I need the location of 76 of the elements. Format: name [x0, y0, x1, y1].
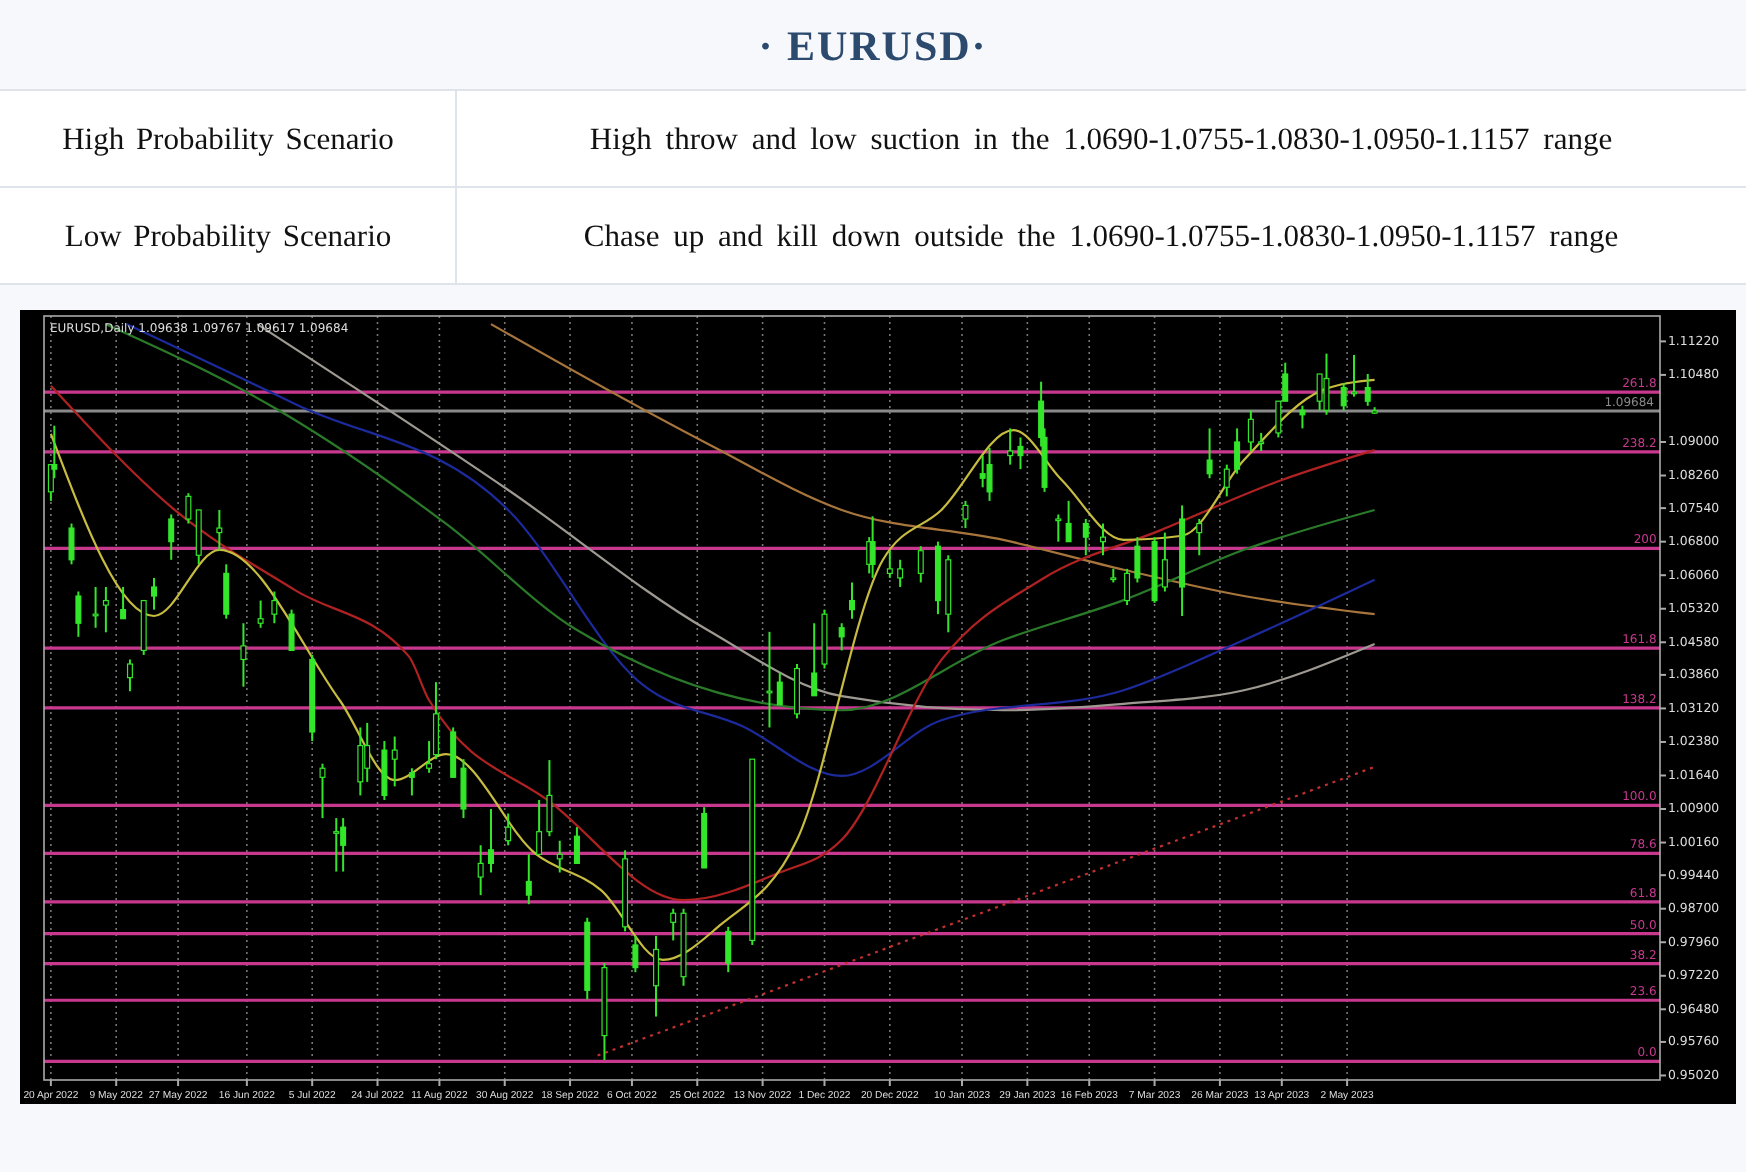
- candlestick: [1100, 522, 1106, 557]
- candlestick: [573, 826, 580, 865]
- candlestick: [460, 758, 467, 820]
- candlestick: [102, 585, 109, 634]
- candlestick: [1007, 427, 1014, 466]
- candlestick: [1134, 536, 1141, 584]
- candlestick: [487, 808, 494, 874]
- candlestick: [886, 549, 893, 579]
- line-series: [489, 323, 1376, 616]
- candlestick: [776, 672, 783, 706]
- candlestick: [120, 585, 127, 620]
- text: High Probability Scenario: [62, 122, 395, 157]
- candlestick: [838, 622, 845, 652]
- candlestick: [1350, 353, 1357, 398]
- candlestick: [185, 492, 192, 525]
- candlestick: [216, 508, 223, 552]
- candlestick: [897, 558, 904, 588]
- candlestick: [1206, 427, 1213, 480]
- candlestick: [1124, 567, 1131, 607]
- candlestick: [68, 522, 75, 566]
- candlestick: [1247, 409, 1254, 453]
- candlestick: [1364, 373, 1371, 407]
- candlestick: [536, 798, 543, 856]
- candlestick: [340, 817, 347, 873]
- candlestick: [793, 663, 800, 720]
- candlestick: [1223, 463, 1230, 498]
- candlestick: [766, 630, 773, 729]
- candlestick: [408, 767, 415, 797]
- candlestick: [962, 499, 969, 530]
- candlestick: [525, 853, 532, 906]
- candlestick: [546, 759, 553, 838]
- candlestick: [1196, 518, 1203, 557]
- candlestick: [979, 454, 986, 489]
- candlestick: [1065, 499, 1072, 543]
- candlestick: [391, 735, 398, 788]
- candlestick: [126, 658, 133, 693]
- candlestick: [1299, 404, 1306, 430]
- candlestick: [168, 513, 175, 561]
- candlestick: [1017, 436, 1024, 471]
- candlestick: [849, 581, 855, 620]
- candlestick: [1340, 382, 1347, 412]
- candlestick: [670, 907, 677, 942]
- candlestick: [75, 590, 82, 638]
- candlestick: [725, 925, 732, 974]
- candlestick: [195, 508, 202, 566]
- candlestick: [223, 563, 230, 620]
- candlestick: [257, 599, 264, 629]
- candlestick: [917, 545, 924, 584]
- candlestick: [151, 576, 158, 611]
- candlestick: [1161, 531, 1168, 593]
- text: · EURUSD·: [758, 22, 988, 70]
- candlestick: [1323, 352, 1330, 416]
- candlestick: [381, 740, 388, 801]
- candlestick: [869, 515, 876, 579]
- candlestick: [556, 839, 563, 874]
- candlestick: [1055, 513, 1062, 543]
- candlestick: [505, 812, 512, 847]
- candlestick: [240, 622, 247, 688]
- candlestick: [1258, 431, 1265, 453]
- candlestick: [357, 726, 364, 797]
- candlestick: [986, 446, 993, 502]
- candlestick: [1082, 518, 1089, 557]
- candlestick: [632, 934, 639, 974]
- candlestick: [477, 844, 484, 897]
- candlestick: [811, 622, 818, 697]
- candlestick: [333, 817, 340, 873]
- text: High throw and low suction in the 1.0690-1.0755-1.0830-1.0950-1.1157 range: [589, 122, 1613, 157]
- candlestick: [653, 934, 660, 1018]
- candlestick: [1234, 427, 1241, 475]
- candlestick: [271, 590, 278, 625]
- candlestick: [288, 608, 295, 652]
- text: Chase up and kill down outside the 1.0690-1.0755-1.0830-1.0950-1.1157 range: [583, 219, 1619, 254]
- text: Low Probability Scenario: [64, 219, 392, 254]
- candlestick: [450, 726, 457, 779]
- candlestick: [364, 721, 371, 783]
- candlestick: [319, 762, 326, 820]
